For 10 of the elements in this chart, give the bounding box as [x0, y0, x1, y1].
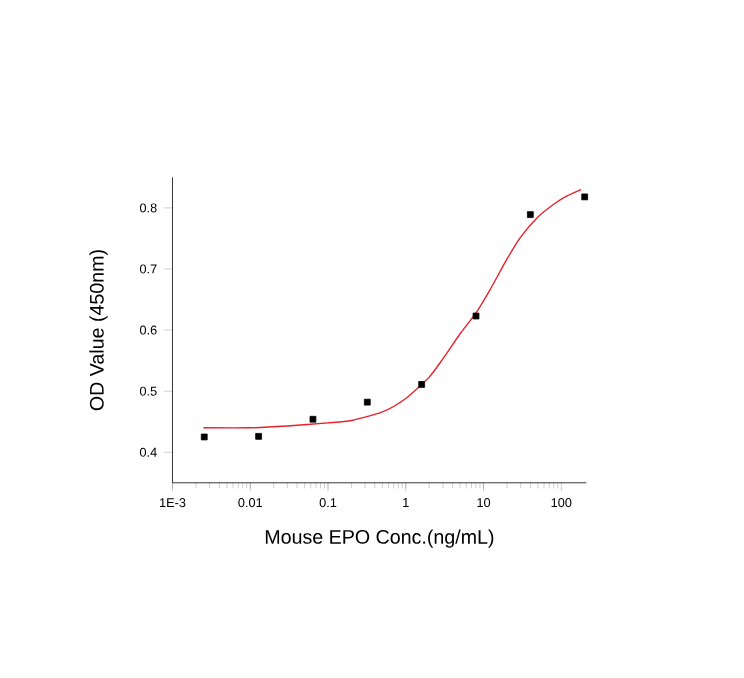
- point: [418, 381, 425, 388]
- point: [581, 193, 589, 201]
- point: [527, 211, 534, 219]
- point: [200, 433, 208, 441]
- point: [363, 398, 371, 406]
- point: [472, 312, 480, 320]
- point: [255, 433, 262, 440]
- point: [309, 415, 317, 423]
- x-axis-title: Mouse EPO Conc.(ng/mL): [265, 529, 494, 548]
- y-axis-title: OD Value (450nm): [89, 250, 108, 411]
